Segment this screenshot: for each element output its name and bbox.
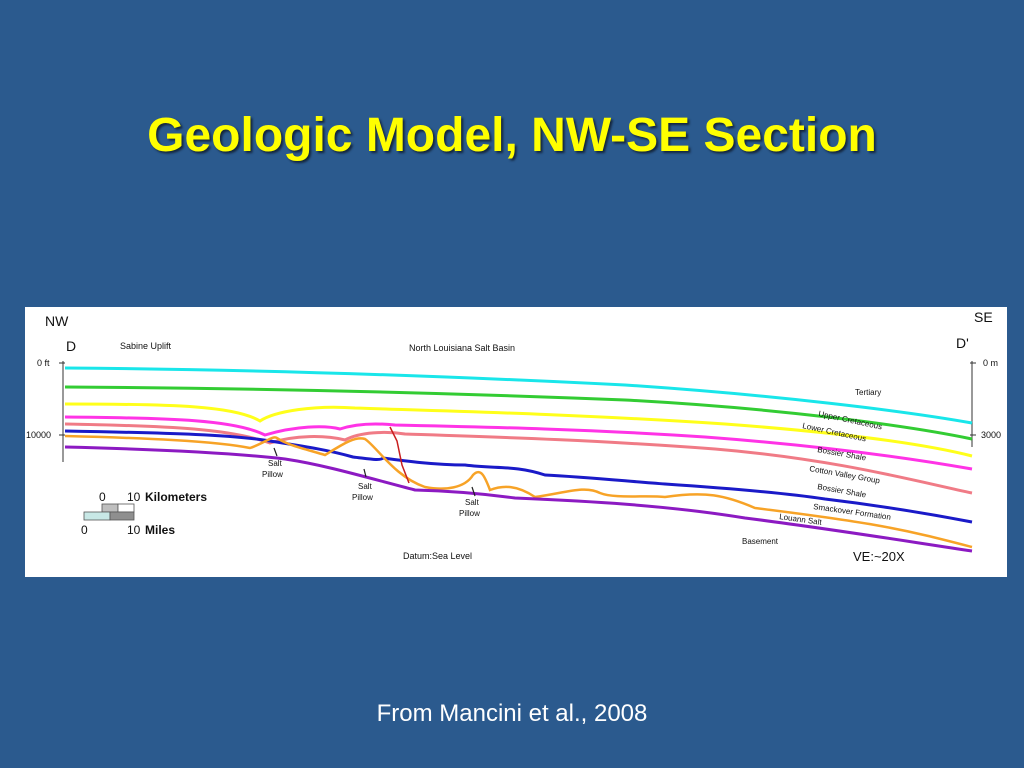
right-depth-3000: 3000 <box>981 430 1001 440</box>
scale-km-bar-2 <box>117 503 135 513</box>
pillow-2-bottom: Pillow <box>352 493 373 502</box>
scale-mi-zero: 0 <box>81 523 88 537</box>
pillow-3-top: Salt <box>465 498 480 507</box>
source-credit: From Mancini et al., 2008 <box>376 700 648 727</box>
nw-label: NW <box>45 313 69 329</box>
horizon-bossier-lower <box>64 429 973 524</box>
region-label-salt-basin: North Louisiana Salt Basin <box>409 343 515 353</box>
scale-mi-unit: Miles <box>145 523 175 537</box>
scale-km-value: 10 <box>127 490 141 504</box>
datum-label: Datum:Sea Level <box>403 551 472 561</box>
se-label: SE <box>974 309 993 325</box>
pillow-2-top: Salt <box>358 482 373 491</box>
horizon-bossier-shale-top <box>64 415 973 471</box>
d-prime-label: D' <box>956 335 969 351</box>
scale-km-unit: Kilometers <box>145 490 207 504</box>
horizon-smackover <box>64 434 973 549</box>
horizon-upper-cretaceous <box>64 385 973 441</box>
left-depth-0: 0 ft <box>37 358 50 368</box>
region-label-sabine: Sabine Uplift <box>120 341 172 351</box>
scale-km-zero: 0 <box>99 490 106 504</box>
pillow-3-bottom: Pillow <box>459 509 480 518</box>
pillow-1-top: Salt <box>268 459 283 468</box>
horizon-louann-salt <box>64 445 973 553</box>
slide-title: Geologic Model, NW-SE Section <box>147 109 877 162</box>
pillow-marker-3 <box>471 486 476 497</box>
scale-km-bar-1 <box>101 503 119 513</box>
unit-label-bossier-shale-1: Bossier Shale <box>817 445 868 463</box>
horizon-tertiary-top <box>64 366 973 425</box>
scale-bar: 0 10 Kilometers 0 10 Miles <box>81 490 207 537</box>
unit-label-bossier-shale-2: Bossier Shale <box>817 482 868 500</box>
unit-label-tertiary: Tertiary <box>855 388 881 397</box>
right-depth-0: 0 m <box>983 358 998 368</box>
fault-line <box>389 426 410 484</box>
cross-section-panel: NW D SE D' Sabine Uplift North Louisiana… <box>25 307 1007 577</box>
pillow-marker-2 <box>363 468 367 478</box>
d-label: D <box>66 338 76 354</box>
horizon-lower-cretaceous <box>64 402 973 458</box>
pillow-marker-1 <box>273 447 278 457</box>
horizon-cotton-valley <box>64 422 973 495</box>
cross-section-diagram: NW D SE D' Sabine Uplift North Louisiana… <box>26 309 1001 564</box>
scale-mi-bar-2 <box>109 511 135 521</box>
pillow-1-bottom: Pillow <box>262 470 283 479</box>
left-depth-10000: 10000 <box>26 430 51 440</box>
scale-mi-bar-1 <box>83 511 111 521</box>
ve-label: VE:~20X <box>853 549 905 564</box>
scale-mi-value: 10 <box>127 523 141 537</box>
unit-label-basement: Basement <box>742 537 779 546</box>
